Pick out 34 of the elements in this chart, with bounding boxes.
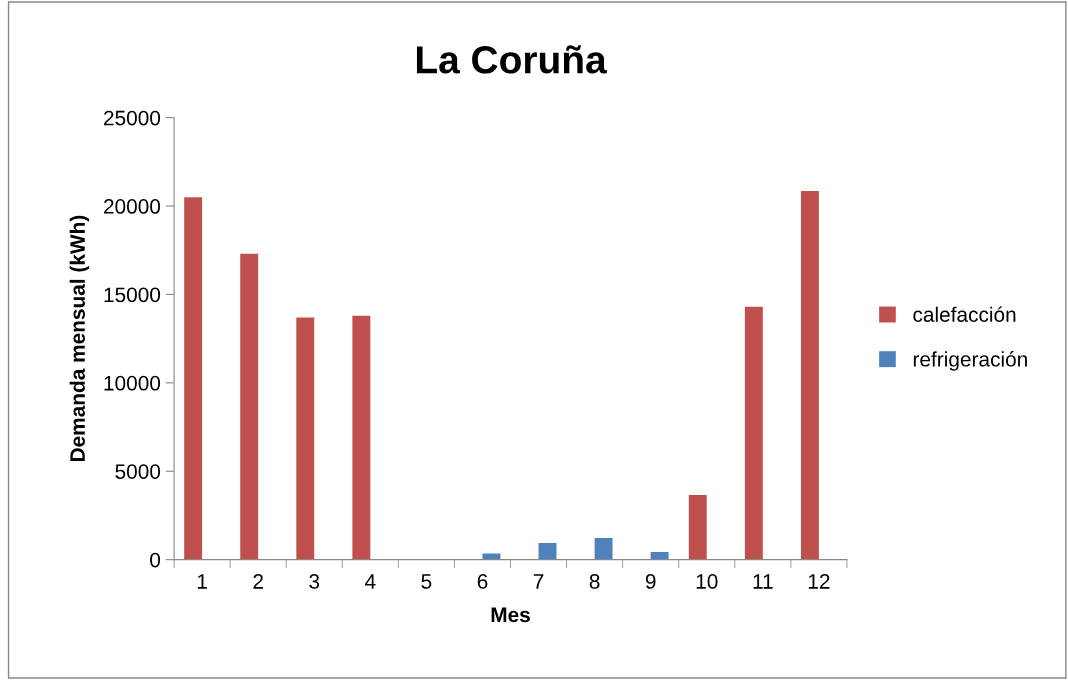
bar xyxy=(650,552,669,560)
y-tick-label: 10000 xyxy=(104,375,161,391)
bar xyxy=(296,317,315,560)
chart-title: La Coruña xyxy=(416,45,607,74)
y-tick-label: 20000 xyxy=(104,199,161,214)
y-tick-label: 0 xyxy=(150,552,161,568)
x-tick-label: 4 xyxy=(365,574,376,589)
x-tick-label: 6 xyxy=(477,574,488,589)
bar xyxy=(184,197,203,560)
bar xyxy=(688,495,707,560)
x-tick-label: 2 xyxy=(253,574,263,589)
y-axis-title: Demanda mensual (kWh) xyxy=(69,215,90,462)
x-axis-title: Mes xyxy=(491,607,530,623)
x-tick-label: 1 xyxy=(197,574,207,589)
bar xyxy=(352,315,371,560)
bar xyxy=(594,538,613,560)
bar xyxy=(240,253,259,560)
x-tick-label: 8 xyxy=(589,574,600,589)
x-tick-label: 11 xyxy=(753,574,773,589)
legend-label: refrigeración xyxy=(913,351,1027,371)
legend-label: calefacción xyxy=(913,306,1016,322)
x-tick-label: 3 xyxy=(309,574,320,589)
y-tick-label: 25000 xyxy=(104,110,161,126)
bar xyxy=(482,553,501,560)
bar xyxy=(800,191,819,560)
bar xyxy=(744,306,763,560)
x-tick-label: 9 xyxy=(645,574,656,589)
y-tick-label: 5000 xyxy=(115,464,161,479)
x-tick-label: 5 xyxy=(421,574,432,589)
bar xyxy=(538,543,557,560)
y-tick-label: 15000 xyxy=(104,287,161,303)
x-tick-label: 7 xyxy=(533,574,544,589)
x-tick-label: 12 xyxy=(808,574,830,589)
x-tick-label: 10 xyxy=(696,574,718,589)
